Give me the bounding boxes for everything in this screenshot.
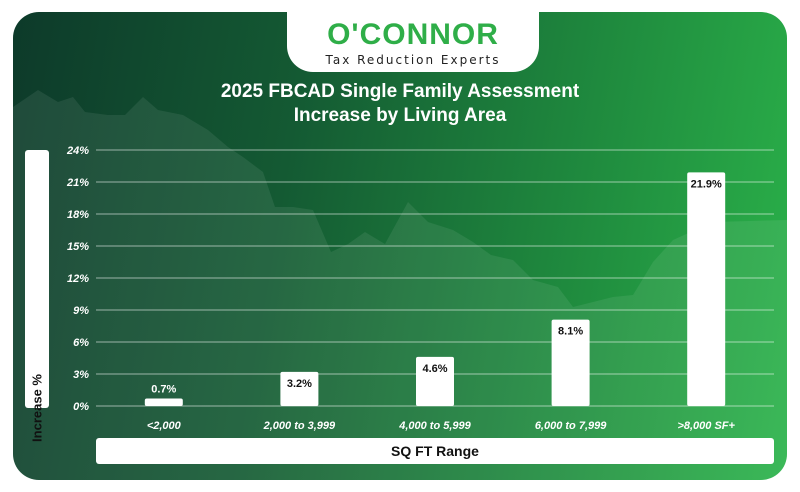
data-label: 4.6% <box>422 363 447 375</box>
y-axis-label: Increase % <box>29 374 45 442</box>
chart-title-line2: Increase by Living Area <box>293 105 507 126</box>
chart-title: 2025 FBCAD Single Family Assessment Incr… <box>13 80 787 128</box>
bar <box>416 356 454 406</box>
x-tick-label: 4,000 to 5,999 <box>398 420 471 432</box>
y-tick-label: 12% <box>67 273 89 285</box>
chart-panel: O'CONNOR Tax Reduction Experts 2025 FBCA… <box>13 12 787 480</box>
bar <box>551 319 590 406</box>
x-tick-label: >8,000 SF+ <box>677 420 735 432</box>
logo-wordmark: O'CONNOR <box>327 18 499 51</box>
logo: O'CONNOR Tax Reduction Experts <box>287 12 539 72</box>
y-tick-label: 24% <box>66 145 89 157</box>
data-label: 21.9% <box>691 178 722 190</box>
y-tick-label: 6% <box>73 337 89 349</box>
data-label: 0.7% <box>151 384 176 396</box>
x-tick-label: 2,000 to 3,999 <box>263 420 336 432</box>
bar <box>144 398 183 406</box>
y-tick-label: 21% <box>66 177 89 189</box>
bar <box>280 371 319 406</box>
data-label: 3.2% <box>287 378 312 390</box>
y-tick-label: 15% <box>67 241 89 253</box>
y-tick-label: 0% <box>73 401 89 413</box>
bar-chart: 0% 3% 6% 9% 12% 15% 18% 21% 24% 0.7% 3.2% 4.6% 8.1%… <box>13 90 787 480</box>
x-tick-label: <2,000 <box>147 420 182 432</box>
logo-tagline: Tax Reduction Experts <box>325 53 501 67</box>
y-axis-label-box: Increase % <box>25 150 49 442</box>
data-label: 8.1% <box>558 326 583 338</box>
x-axis-label: SQ FT Range <box>96 438 774 464</box>
x-tick-label: 6,000 to 7,999 <box>535 420 607 432</box>
y-tick-label: 9% <box>73 305 89 317</box>
y-tick-label: 3% <box>73 369 89 381</box>
y-tick-label: 18% <box>67 209 89 221</box>
bar <box>687 172 726 406</box>
chart-title-line1: 2025 FBCAD Single Family Assessment <box>220 81 580 102</box>
background-mountain <box>13 90 787 480</box>
